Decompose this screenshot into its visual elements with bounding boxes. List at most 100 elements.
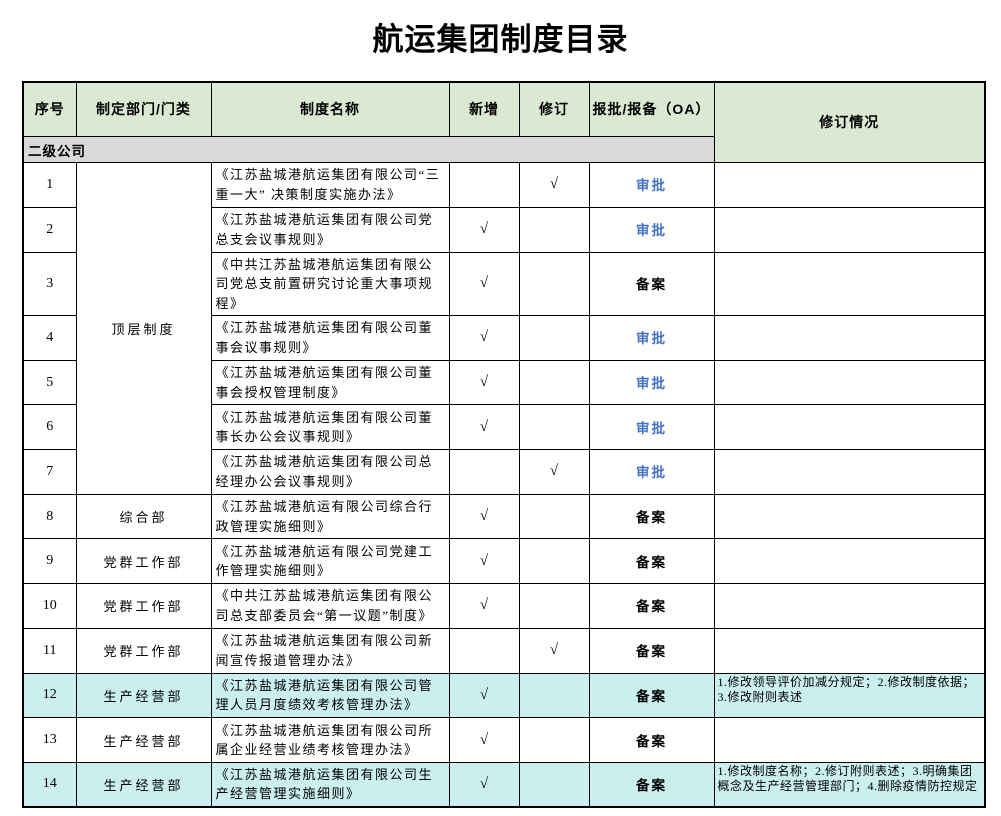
table-row: 1 顶层制度 《江苏盐城港航运集团有限公司“三重一大” 决策制度实施办法》 √ … — [22, 162, 986, 495]
table-row: 14 生产经营部 《江苏盐城港航运集团有限公司生产经营管理实施细则》 √ 备案 … — [22, 761, 986, 808]
oa-status-text: 备案 — [636, 277, 667, 293]
revise-check-cell — [518, 251, 590, 317]
dept-cell-top-level-system: 顶层制度 — [75, 162, 212, 495]
revise-check-cell — [518, 206, 590, 253]
new-check-cell — [448, 449, 520, 495]
revise-check-cell: √ — [518, 162, 590, 208]
revision-note-cell — [713, 251, 986, 317]
table-row: 10 党群工作部 《中共江苏盐城港航运集团有限公司总支部委员会“第一议题”制度》… — [22, 583, 986, 629]
revise-check-cell — [518, 717, 590, 763]
dept-cell: 党群工作部 — [75, 627, 212, 674]
policy-name-cell: 《江苏盐城港航运有限公司综合行政管理实施细则》 — [210, 493, 450, 540]
revision-note-cell — [713, 449, 986, 495]
new-check-cell — [448, 627, 520, 674]
revision-note-cell — [713, 717, 986, 763]
table-row: 6 《江苏盐城港航运集团有限公司董事长办公会议事规则》 √ 审批 — [22, 404, 986, 451]
revision-note-cell — [713, 162, 986, 208]
row-number-cell: 13 — [22, 717, 77, 763]
row-number-cell: 9 — [22, 538, 77, 585]
revise-check-cell — [518, 493, 590, 540]
new-check-cell: √ — [448, 493, 520, 540]
oa-status-text: 备案 — [636, 599, 667, 615]
catalog-table: 序号 制定部门/门类 制度名称 新增 修订 报批/报备（OA） 修订情况 二级公… — [22, 80, 986, 809]
row-number-cell: 7 — [22, 449, 77, 495]
table-row: 4 《江苏盐城港航运集团有限公司董事会议事规则》 √ 审批 — [22, 315, 986, 361]
header-cell-revise: 修订 — [518, 81, 590, 138]
new-check-cell: √ — [448, 717, 520, 763]
row-number-cell: 3 — [22, 251, 77, 317]
row-number-cell: 6 — [22, 404, 77, 451]
new-check-cell: √ — [448, 251, 520, 317]
revision-note-cell — [713, 404, 986, 451]
oa-cell: 审批 — [588, 206, 715, 253]
oa-status-link[interactable]: 审批 — [636, 465, 667, 481]
policy-name-cell: 《江苏盐城港航运集团有限公司“三重一大” 决策制度实施办法》 — [210, 162, 450, 208]
table-row: 12 生产经营部 《江苏盐城港航运集团有限公司管理人员月度绩效考核管理办法》 √… — [22, 672, 986, 719]
row-number-cell: 10 — [22, 583, 77, 629]
revision-note-cell — [713, 627, 986, 674]
revision-note-cell: 1.修改制度名称；2.修订附则表述；3.明确集团概念及生产经营管理部门；4.删除… — [713, 761, 986, 808]
oa-status-text: 备案 — [636, 688, 667, 704]
oa-status-link[interactable]: 审批 — [636, 178, 667, 194]
row-number-cell: 11 — [22, 627, 77, 674]
dept-cell: 生产经营部 — [75, 672, 212, 719]
revise-check-cell: √ — [518, 627, 590, 674]
revision-note-cell: 1.修改领导评价加减分规定；2.修改制度依据；3.修改附则表述 — [713, 672, 986, 719]
oa-status-link[interactable]: 审批 — [636, 420, 667, 436]
dept-cell: 党群工作部 — [75, 583, 212, 629]
oa-status-link[interactable]: 审批 — [636, 331, 667, 347]
oa-cell: 备案 — [588, 583, 715, 629]
oa-cell: 备案 — [588, 251, 715, 317]
new-check-cell: √ — [448, 672, 520, 719]
policy-name-cell: 《江苏盐城港航运集团有限公司生产经营管理实施细则》 — [210, 761, 450, 808]
section-row: 二级公司 — [22, 136, 985, 164]
header-row: 序号 制定部门/门类 制度名称 新增 修订 报批/报备（OA） 修订情况 — [22, 81, 986, 164]
new-check-cell: √ — [448, 206, 520, 253]
oa-status-text: 备案 — [636, 777, 667, 793]
revision-note-cell — [713, 206, 986, 253]
oa-status-text: 备案 — [636, 510, 667, 526]
oa-status-link[interactable]: 审批 — [636, 223, 667, 239]
oa-cell: 审批 — [588, 315, 715, 361]
oa-cell: 备案 — [588, 761, 715, 808]
policy-name-cell: 《江苏盐城港航运集团有限公司党总支会议事规则》 — [210, 206, 450, 253]
revise-check-cell — [518, 359, 590, 406]
dept-cell: 生产经营部 — [75, 717, 212, 763]
oa-status-text: 备案 — [636, 554, 667, 570]
dept-cell: 生产经营部 — [75, 761, 212, 808]
oa-cell: 备案 — [588, 538, 715, 585]
revise-check-cell — [518, 583, 590, 629]
new-check-cell: √ — [448, 404, 520, 451]
new-check-cell: √ — [448, 538, 520, 585]
header-cell-dept: 制定部门/门类 — [75, 81, 212, 138]
table-row: 8 综合部 《江苏盐城港航运有限公司综合行政管理实施细则》 √ 备案 — [22, 493, 986, 540]
header-cell-no: 序号 — [22, 81, 77, 138]
header-cell-new: 新增 — [448, 81, 520, 138]
revision-note-cell — [713, 359, 986, 406]
table-row: 13 生产经营部 《江苏盐城港航运集团有限公司所属企业经营业绩考核管理办法》 √… — [22, 717, 986, 763]
revision-note-cell — [713, 583, 986, 629]
oa-status-link[interactable]: 审批 — [636, 376, 667, 392]
oa-cell: 备案 — [588, 672, 715, 719]
oa-cell: 备案 — [588, 493, 715, 540]
policy-name-cell: 《江苏盐城港航运集团有限公司新闻宣传报道管理办法》 — [210, 627, 450, 674]
header-cell-name: 制度名称 — [210, 81, 450, 138]
row-number-cell: 4 — [22, 315, 77, 361]
policy-name-cell: 《江苏盐城港航运集团有限公司董事会议事规则》 — [210, 315, 450, 361]
row-number-cell: 12 — [22, 672, 77, 719]
table-row: 3 《中共江苏盐城港航运集团有限公司党总支前置研究讨论重大事项规程》 √ 备案 — [22, 251, 986, 317]
oa-cell: 审批 — [588, 162, 715, 208]
policy-name-cell: 《江苏盐城港航运集团有限公司总经理办公会议事规则》 — [210, 449, 450, 495]
revision-note-cell — [713, 538, 986, 585]
revise-check-cell — [518, 538, 590, 585]
oa-cell: 审批 — [588, 359, 715, 406]
table-row: 9 党群工作部 《江苏盐城港航运有限公司党建工作管理实施细则》 √ 备案 — [22, 538, 986, 585]
row-number-cell: 2 — [22, 206, 77, 253]
oa-cell: 审批 — [588, 449, 715, 495]
section-label: 二级公司 — [22, 136, 715, 164]
policy-name-cell: 《江苏盐城港航运集团有限公司董事会授权管理制度》 — [210, 359, 450, 406]
new-check-cell: √ — [448, 761, 520, 808]
row-number-cell: 8 — [22, 493, 77, 540]
table-row: 7 《江苏盐城港航运集团有限公司总经理办公会议事规则》 √ 审批 — [22, 449, 986, 495]
oa-cell: 备案 — [588, 717, 715, 763]
